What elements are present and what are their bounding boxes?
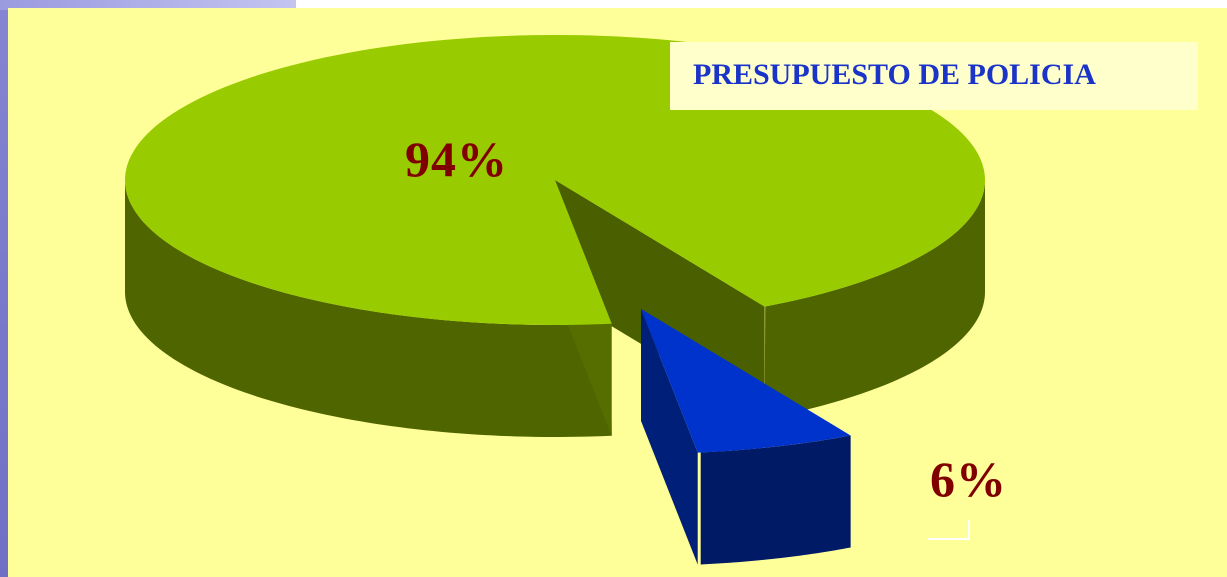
slice-cut-face-small [640,308,698,565]
slice-side-large-right [764,180,985,419]
label-leader-line [928,538,970,540]
left-frame-bar [0,0,8,577]
slice-small [640,308,851,453]
data-label-large-slice: 94% [405,131,508,187]
slice-side-small [700,435,851,565]
label-leader-tick [968,520,970,540]
data-label-small-slice: 6% [930,451,1007,507]
slice-side-large [125,180,612,437]
top-frame-strip [0,0,1227,10]
top-frame-accent [0,0,296,10]
chart-title: PRESUPUESTO DE POLICIA [693,58,1096,91]
chart-title-box [670,42,1198,110]
